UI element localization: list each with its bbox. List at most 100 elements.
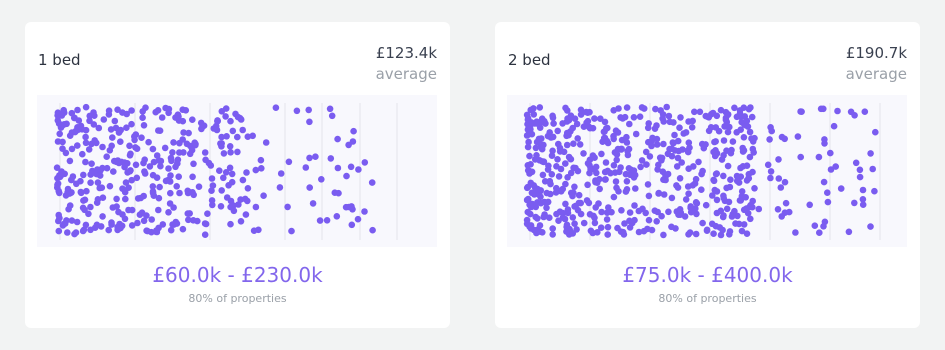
- dot: [218, 108, 226, 115]
- dot: [554, 127, 561, 135]
- dot: [610, 107, 617, 114]
- dot: [103, 153, 110, 160]
- dot: [94, 179, 102, 186]
- dot: [617, 164, 624, 171]
- dot: [671, 131, 678, 139]
- dot: [202, 156, 209, 164]
- dot: [851, 199, 858, 207]
- dot: [593, 169, 600, 177]
- dot: [570, 140, 577, 147]
- dot: [527, 210, 534, 218]
- dot: [712, 170, 720, 178]
- dot: [132, 144, 139, 151]
- dot: [653, 218, 660, 225]
- dot: [816, 229, 823, 236]
- dot: [747, 215, 754, 223]
- dot: [712, 124, 720, 131]
- dot: [161, 144, 169, 152]
- dot: [713, 209, 721, 217]
- dot: [260, 192, 267, 199]
- dot: [64, 229, 71, 236]
- dot: [659, 168, 667, 175]
- dot: [334, 164, 342, 172]
- dot: [110, 168, 117, 175]
- dot: [68, 145, 76, 153]
- dot: [167, 189, 174, 197]
- dot: [724, 111, 732, 118]
- dot: [544, 198, 552, 206]
- dot: [631, 216, 638, 224]
- dot: [309, 200, 317, 207]
- dot: [549, 225, 556, 232]
- dot: [604, 223, 612, 231]
- range-note: 80% of properties: [188, 292, 287, 305]
- dot: [586, 169, 593, 177]
- dot: [682, 196, 690, 203]
- dot: [243, 169, 250, 176]
- dot: [711, 152, 719, 160]
- dot: [614, 129, 622, 136]
- dot: [141, 170, 149, 177]
- dot: [87, 203, 94, 211]
- dot: [258, 165, 265, 172]
- dot: [312, 153, 319, 160]
- dot: [59, 222, 67, 229]
- dot: [546, 177, 554, 185]
- dot: [729, 138, 737, 145]
- dot: [632, 185, 639, 192]
- dot: [214, 117, 221, 125]
- dot: [567, 112, 575, 119]
- card: 2 bed £190.7k average £75.0k - £400.0k 8…: [495, 22, 920, 328]
- dot: [724, 128, 732, 136]
- dot: [692, 205, 699, 212]
- dot: [541, 178, 549, 185]
- dot: [306, 154, 313, 162]
- dot: [536, 228, 543, 235]
- dot: [676, 206, 684, 213]
- dot: [649, 134, 656, 142]
- dot: [115, 129, 123, 136]
- dot: [74, 106, 81, 114]
- dot: [150, 158, 158, 166]
- dot: [815, 153, 823, 161]
- dot: [859, 186, 867, 194]
- dot: [710, 230, 717, 237]
- dot: [767, 168, 775, 175]
- dot: [208, 175, 216, 182]
- dot: [602, 159, 610, 166]
- dot: [693, 210, 700, 218]
- dot: [742, 194, 749, 201]
- dot: [528, 130, 536, 138]
- dot: [792, 229, 799, 236]
- dot: [68, 176, 75, 184]
- dot: [95, 124, 103, 132]
- dot: [361, 159, 369, 166]
- dot: [536, 104, 544, 111]
- dot: [586, 162, 593, 169]
- dot: [677, 114, 684, 121]
- dot: [228, 170, 236, 178]
- dot: [727, 176, 734, 183]
- dot: [369, 226, 376, 234]
- dot: [526, 170, 533, 177]
- dot: [213, 126, 221, 134]
- dot: [237, 196, 244, 203]
- dot: [56, 130, 63, 138]
- dot: [323, 217, 331, 224]
- dot: [208, 187, 215, 194]
- dot: [847, 108, 855, 116]
- dot: [798, 108, 805, 115]
- dot: [664, 170, 672, 178]
- dot: [540, 158, 548, 165]
- dot: [626, 120, 633, 128]
- dot: [603, 216, 611, 223]
- dot: [713, 188, 721, 195]
- dot: [155, 127, 162, 134]
- dot: [767, 124, 774, 131]
- dot: [654, 166, 661, 173]
- dot-plot: [37, 95, 437, 247]
- dot: [663, 103, 670, 111]
- dot: [167, 172, 174, 179]
- dot: [845, 228, 853, 236]
- dot: [645, 120, 652, 127]
